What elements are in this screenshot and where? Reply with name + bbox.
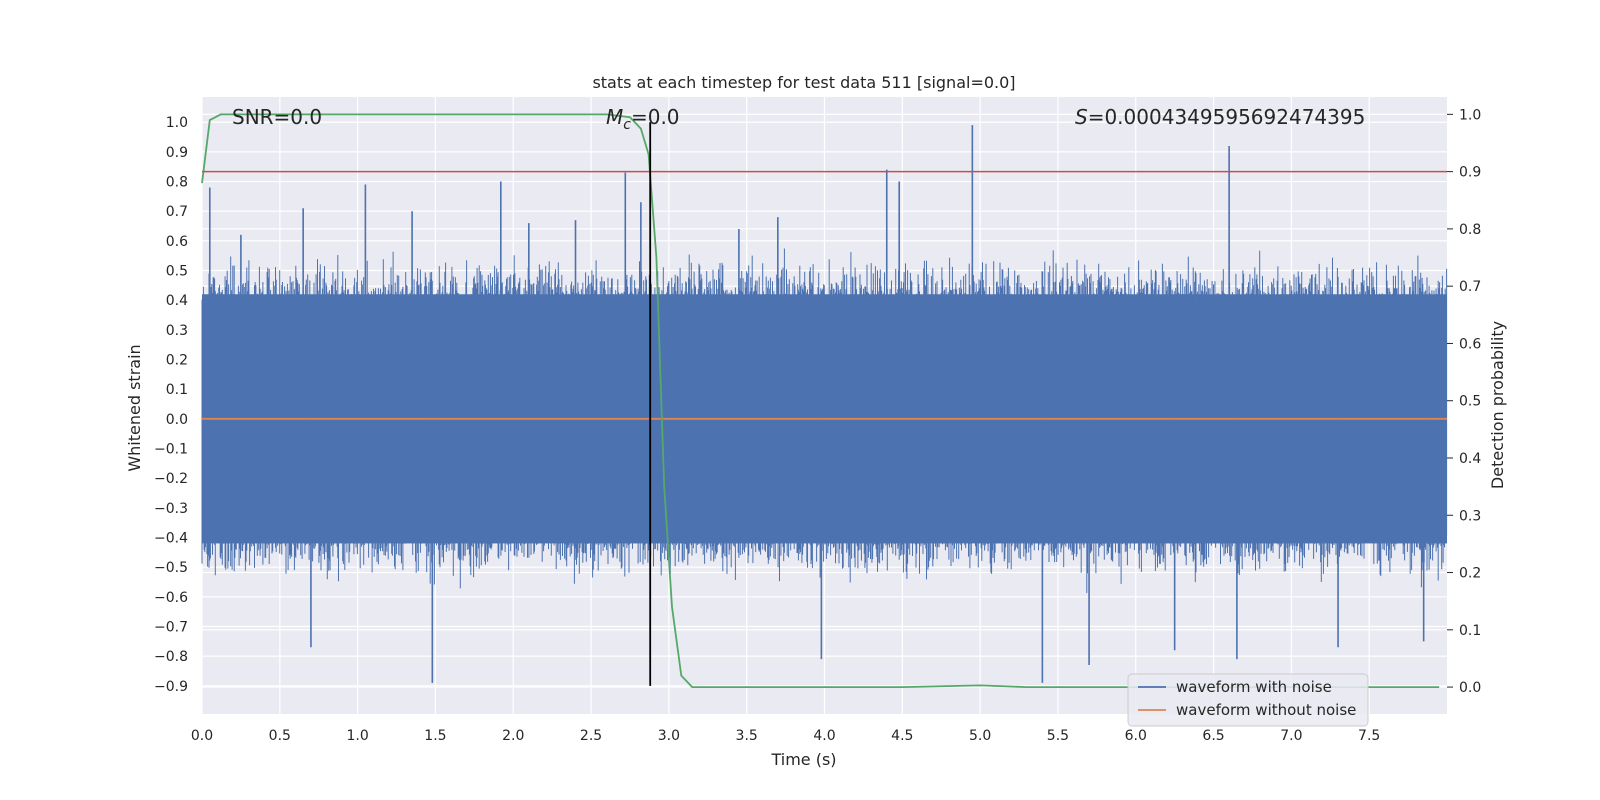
legend-label-waveform-with-noise: waveform with noise [1176, 678, 1332, 696]
y-tick-label: 0.6 [166, 234, 188, 250]
x-tick-label: 0.0 [191, 728, 213, 744]
chart-title: stats at each timestep for test data 511… [592, 73, 1015, 92]
legend-label-waveform-without-noise: waveform without noise [1176, 701, 1356, 719]
x-tick-label: 3.0 [658, 728, 680, 744]
y-axis-ticks: 1.0 0.9 0.8 0.7 0.6 0.5 0.4 0.3 0.2 0.1 0.0 −0.1 −0.… [154, 115, 188, 695]
y-tick-label: −0.2 [154, 471, 188, 487]
y-right-tick-label: 0.6 [1459, 336, 1481, 352]
y-tick-label: 0.2 [166, 353, 188, 369]
y-right-tick-label: 0.8 [1459, 222, 1481, 238]
y-tick-label: 0.8 [166, 175, 188, 191]
y-tick-label: −0.3 [154, 501, 188, 517]
s-value: =0.0004349595692474395 [1088, 105, 1366, 129]
y-tick-label: 0.1 [166, 382, 188, 398]
y-tick-label: 0.4 [166, 293, 188, 309]
x-tick-label: 7.0 [1280, 728, 1302, 744]
y-tick-label: −0.5 [154, 560, 188, 576]
y-tick-label: −0.6 [154, 590, 188, 606]
legend-box [1127, 673, 1369, 727]
x-tick-label: 4.0 [813, 728, 835, 744]
chirp-mass-value: =0.0 [631, 105, 680, 129]
y-tick-label: −0.7 [154, 619, 188, 635]
x-tick-label: 3.5 [736, 728, 758, 744]
y-tick-label: −0.9 [154, 679, 188, 695]
y-tick-label: −0.1 [154, 442, 188, 458]
x-tick-label: 5.0 [969, 728, 991, 744]
y-right-tick-label: 0.5 [1459, 394, 1481, 410]
x-tick-label: 2.0 [502, 728, 524, 744]
y-right-tick-label: 0.1 [1459, 623, 1481, 639]
y-tick-label: −0.4 [154, 531, 188, 547]
x-tick-label: 4.5 [891, 728, 913, 744]
y-tick-label: −0.8 [154, 649, 188, 665]
y-tick-label: 1.0 [166, 115, 188, 131]
snr-annotation: SNR=0.0 [232, 105, 322, 129]
y-tick-label: 0.0 [166, 412, 188, 428]
x-tick-label: 5.5 [1047, 728, 1069, 744]
y-right-tick-label: 0.0 [1459, 680, 1481, 696]
y-tick-label: 0.3 [166, 323, 188, 339]
y-axis-right-ticks: 1.0 0.9 0.8 0.7 0.6 0.5 0.4 0.3 0.2 0.1 0.0 [1447, 107, 1481, 696]
y-axis-right-label: Detection probability [1488, 321, 1507, 489]
y-tick-label: 0.7 [166, 204, 188, 220]
y-right-tick-label: 0.4 [1459, 451, 1481, 467]
reference-lines [202, 122, 1447, 686]
x-axis-ticks: 0.0 0.5 1.0 1.5 2.0 2.5 3.0 3.5 4.0 4.5 5.0 5.5 6.0 6… [191, 728, 1380, 744]
x-axis-label: Time (s) [770, 750, 836, 769]
x-tick-label: 1.0 [346, 728, 368, 744]
s-symbol: S [1075, 105, 1088, 129]
y-right-tick-label: 0.3 [1459, 508, 1481, 524]
x-tick-label: 7.5 [1358, 728, 1380, 744]
x-tick-label: 0.5 [269, 728, 291, 744]
legend: waveform with noise waveform without noi… [1127, 673, 1369, 727]
y-right-tick-label: 1.0 [1459, 107, 1481, 123]
s-annotation: S=0.0004349595692474395 [1075, 105, 1365, 129]
y-tick-label: 0.9 [166, 145, 188, 161]
y-right-tick-label: 0.9 [1459, 165, 1481, 181]
x-tick-label: 6.0 [1125, 728, 1147, 744]
x-tick-label: 2.5 [580, 728, 602, 744]
series-lines [201, 113, 1447, 688]
series-detection-probability [201, 113, 1440, 688]
x-tick-label: 1.5 [424, 728, 446, 744]
chirp-mass-annotation: Mc=0.0 [606, 105, 680, 133]
noise-trace [201, 248, 1448, 593]
x-tick-label: 6.5 [1202, 728, 1224, 744]
chirp-mass-subscript: c [623, 117, 631, 133]
y-tick-label: 0.5 [166, 264, 188, 280]
chirp-mass-symbol: M [606, 105, 623, 129]
y-axis-label: Whitened strain [125, 344, 144, 471]
y-right-tick-label: 0.2 [1459, 566, 1481, 582]
y-right-tick-label: 0.7 [1459, 279, 1481, 295]
